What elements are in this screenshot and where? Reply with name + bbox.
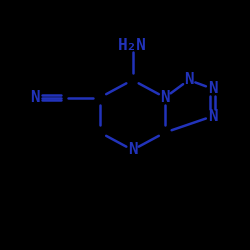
Text: N: N (208, 109, 217, 124)
Text: N: N (184, 72, 194, 88)
Text: N: N (30, 90, 40, 105)
Text: N: N (208, 81, 217, 96)
Text: H₂N: H₂N (118, 38, 147, 52)
Text: N: N (128, 142, 137, 158)
Text: N: N (160, 90, 170, 105)
